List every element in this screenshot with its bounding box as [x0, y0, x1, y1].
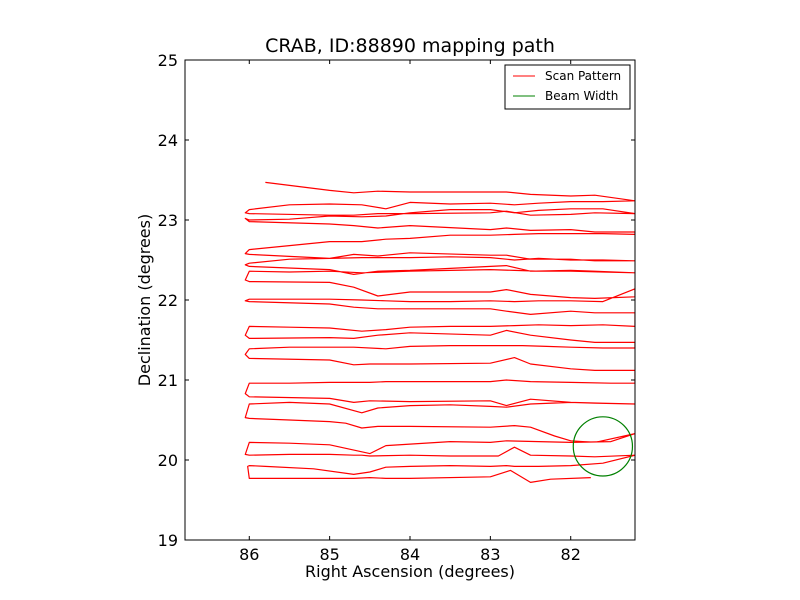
y-axis-ticks: 19 20 21 22 23 24 25 [158, 51, 635, 550]
beam-width-circle [572, 416, 634, 477]
y-tick-label: 19 [158, 531, 178, 550]
y-axis-label: Declination (degrees) [135, 214, 154, 386]
x-tick-label: 82 [561, 545, 581, 564]
x-axis-label: Right Ascension (degrees) [305, 562, 515, 581]
legend-frame [504, 64, 631, 110]
series-line-scan-pattern [244, 181, 635, 483]
y-tick-label: 21 [158, 371, 178, 390]
chart-title: CRAB, ID:88890 mapping path [265, 35, 555, 57]
data-layer [244, 181, 635, 483]
y-tick-label: 24 [158, 131, 178, 150]
legend: Scan Pattern Beam Width [504, 64, 631, 110]
x-axis-ticks: 86 85 84 83 82 [239, 60, 581, 564]
x-tick-label: 84 [400, 545, 420, 564]
plot-background [185, 60, 635, 540]
y-tick-label: 22 [158, 291, 178, 310]
legend-label-scan-pattern: Scan Pattern [545, 69, 621, 83]
y-tick-label: 25 [158, 51, 178, 70]
x-tick-label: 85 [319, 545, 339, 564]
legend-label-beam-width: Beam Width [545, 89, 618, 103]
x-tick-label: 86 [239, 545, 259, 564]
y-tick-label: 23 [158, 211, 178, 230]
plot-area: 86 85 84 83 82 19 20 21 22 23 24 25 [158, 51, 636, 564]
y-tick-label: 20 [158, 451, 178, 470]
x-tick-label: 83 [480, 545, 500, 564]
